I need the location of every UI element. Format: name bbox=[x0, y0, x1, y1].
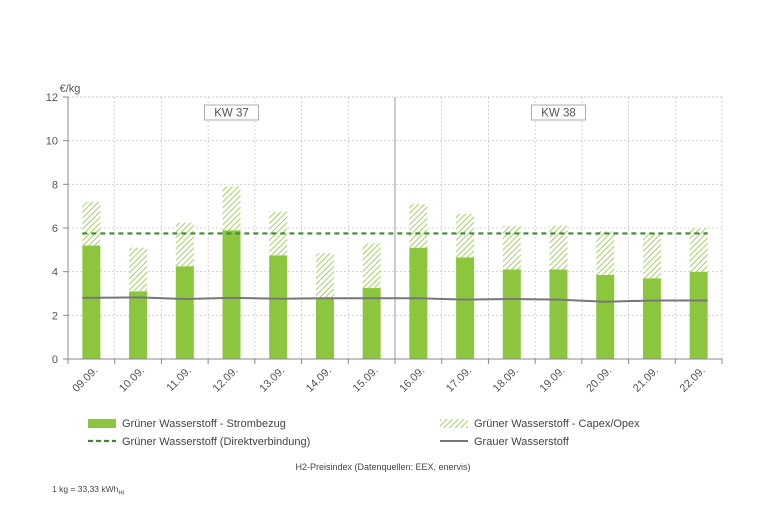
x-tick-label: 18.09. bbox=[491, 365, 521, 395]
footnote-main: 1 kg = 33,33 kWh bbox=[52, 484, 119, 494]
bar-capex-opex bbox=[689, 228, 708, 272]
x-tick-label: 15.09. bbox=[351, 365, 381, 395]
legend-label: Grauer Wasserstoff bbox=[474, 436, 570, 448]
line-layer bbox=[82, 232, 708, 303]
bar-capex-opex bbox=[362, 243, 381, 289]
x-tick-label: 19.09. bbox=[538, 365, 568, 395]
y-tick-label: 8 bbox=[52, 179, 58, 191]
bar-capex-opex bbox=[642, 233, 661, 279]
week-label: KW 37 bbox=[214, 108, 249, 120]
y-tick-label: 4 bbox=[52, 267, 58, 279]
bar-layer bbox=[82, 186, 708, 359]
y-axis-label: €/kg bbox=[60, 83, 81, 95]
axis-layer: 0 2 4 6 8 10 12 KW 37 KW 38 €/kg 09.09. 10.09. 11.09… bbox=[46, 83, 723, 395]
x-tick-label: 14.09. bbox=[304, 365, 334, 395]
bar-strombezug bbox=[129, 291, 148, 359]
bar-capex-opex bbox=[502, 225, 521, 270]
bar-strombezug bbox=[689, 271, 708, 359]
grid-layer bbox=[68, 96, 723, 359]
x-tick-label: 09.09. bbox=[70, 365, 100, 395]
week-label-box bbox=[204, 104, 259, 121]
y-tick-label: 6 bbox=[52, 223, 58, 235]
bar-strombezug bbox=[409, 247, 428, 359]
bar-capex-opex bbox=[175, 222, 194, 267]
bar-strombezug bbox=[315, 297, 334, 359]
footnote-sub: Hi bbox=[118, 490, 125, 497]
y-tick-label: 12 bbox=[46, 92, 58, 104]
y-tick-label: 0 bbox=[52, 354, 58, 366]
legend-label: Grüner Wasserstoff - Capex/Opex bbox=[474, 418, 640, 430]
x-tick-label: 10.09. bbox=[117, 365, 147, 395]
bar-strombezug bbox=[549, 269, 568, 359]
bar-strombezug bbox=[456, 257, 475, 359]
x-tick-label: 16.09. bbox=[397, 365, 427, 395]
bar-strombezug bbox=[269, 255, 288, 359]
bar-strombezug bbox=[596, 274, 615, 359]
bar-capex-opex bbox=[596, 231, 615, 275]
chart-caption: H2-Preisindex (Datenquellen: EEX, enervi… bbox=[295, 462, 470, 472]
bar-strombezug bbox=[502, 269, 521, 359]
line-grauer-wasserstoff bbox=[82, 296, 708, 303]
footnote: 1 kg = 33,33 kWhHi bbox=[52, 484, 124, 497]
week-label-box bbox=[531, 104, 586, 121]
bar-capex-opex bbox=[82, 201, 101, 246]
legend-label: Grüner Wasserstoff - Strombezug bbox=[122, 418, 286, 430]
week-label: KW 38 bbox=[541, 108, 576, 120]
x-tick-label: 21.09. bbox=[631, 365, 661, 395]
bar-strombezug bbox=[175, 266, 194, 359]
legend-layer: Grüner Wasserstoff - Strombezug Grüner Wa… bbox=[88, 418, 640, 472]
bar-capex-opex bbox=[409, 203, 428, 248]
x-tick-label: 22.09. bbox=[678, 365, 708, 395]
legend-label: Grüner Wasserstoff (Direktverbindung) bbox=[122, 436, 310, 448]
bar-capex-opex bbox=[549, 225, 568, 270]
bar-strombezug bbox=[642, 278, 661, 359]
y-tick-label: 10 bbox=[46, 136, 58, 148]
bar-capex-opex bbox=[456, 213, 475, 258]
x-tick-label: 17.09. bbox=[444, 365, 474, 395]
x-tick-label: 11.09. bbox=[164, 365, 194, 395]
x-tick-label: 20.09. bbox=[584, 365, 614, 395]
bar-strombezug bbox=[82, 245, 101, 359]
y-tick-label: 2 bbox=[52, 310, 58, 322]
bar-capex-opex bbox=[222, 186, 241, 231]
legend-swatch-strombezug bbox=[88, 419, 116, 428]
bar-capex-opex bbox=[315, 253, 334, 298]
bar-capex-opex bbox=[129, 247, 148, 292]
x-tick-label: 12.09. bbox=[211, 365, 241, 395]
bar-strombezug bbox=[362, 288, 381, 359]
bar-capex-opex bbox=[269, 211, 288, 256]
legend-swatch-capex-opex bbox=[440, 419, 468, 428]
bar-strombezug bbox=[222, 230, 241, 359]
x-tick-label: 13.09. bbox=[257, 365, 287, 395]
